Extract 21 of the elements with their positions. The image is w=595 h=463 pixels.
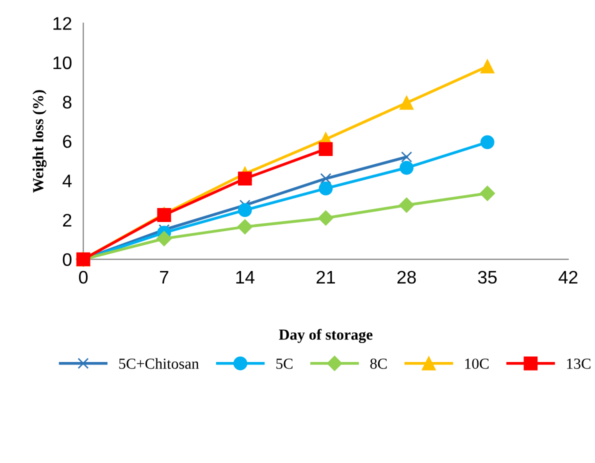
y-axis-title: Weight loss (%): [32, 90, 47, 193]
legend-label: 8C: [370, 358, 387, 369]
y-tick-label: 6: [63, 135, 72, 148]
legend-label: 5C: [276, 358, 292, 369]
x-tick-label: 21: [316, 270, 335, 284]
legend-label: 10C: [465, 358, 489, 369]
x-tick-label: 0: [78, 270, 88, 284]
x-tick-label: 35: [478, 270, 497, 284]
x-axis-title: Day of storage: [278, 328, 372, 344]
y-tick-label: 12: [53, 17, 72, 30]
x-tick-label: 7: [160, 271, 168, 284]
y-tick-label: 0: [62, 253, 72, 266]
x-tick-label: 14: [236, 271, 254, 284]
x-tick-label: 28: [397, 270, 416, 284]
y-tick-label: 8: [62, 96, 72, 109]
legend-label: 5C+Chitosan: [119, 358, 199, 369]
y-tick-label: 2: [63, 214, 72, 226]
legend-label: 13C: [567, 358, 590, 369]
x-tick-label: 42: [558, 270, 578, 284]
y-tick-label: 10: [53, 56, 72, 70]
y-tick-label: 4: [62, 174, 72, 188]
